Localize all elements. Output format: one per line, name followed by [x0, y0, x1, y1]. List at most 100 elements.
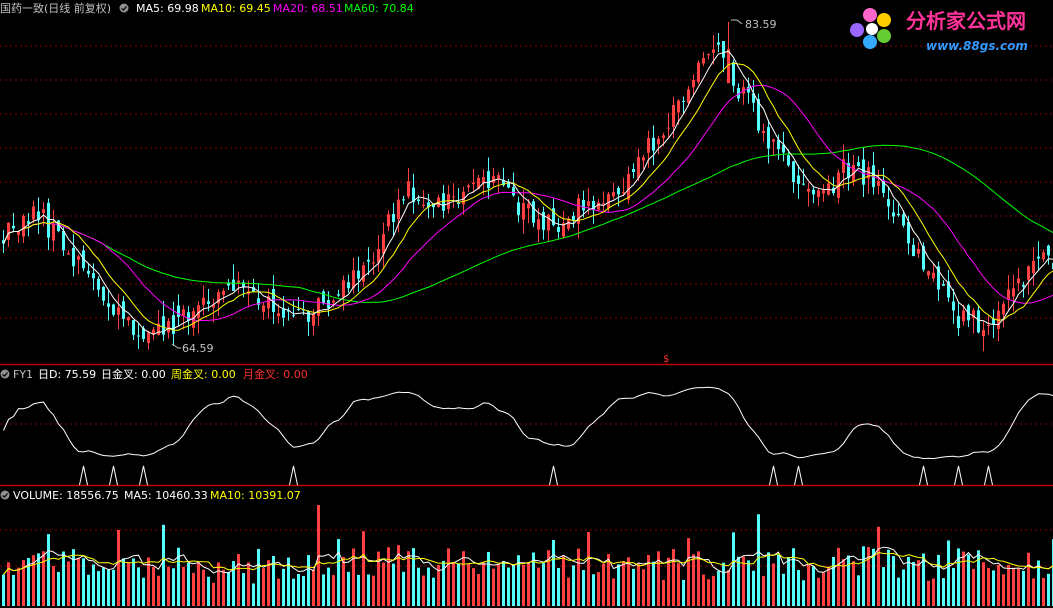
candle-body	[692, 80, 695, 88]
volume-bar	[332, 575, 335, 606]
candle-body	[802, 183, 805, 185]
volume-ma10-line	[3, 551, 1053, 575]
volume-bar	[647, 554, 650, 606]
candle-body	[737, 88, 740, 99]
volume-ma10-label: MA10: 10391.07	[210, 489, 301, 502]
volume-bar	[47, 534, 50, 606]
volume-bar	[267, 560, 270, 606]
volume-bar	[322, 574, 325, 606]
candle-body	[42, 209, 45, 214]
volume-bar	[87, 574, 90, 606]
volume-bar	[932, 578, 935, 606]
candle-body	[162, 316, 165, 335]
volume-bar	[462, 551, 465, 606]
candle-body	[487, 171, 490, 189]
candle-body	[767, 127, 770, 149]
circle-indicator-icon[interactable]	[0, 369, 10, 379]
volume-bar	[177, 547, 180, 606]
candle-body	[432, 204, 435, 208]
volume-bar	[182, 566, 185, 606]
candle-body	[957, 316, 960, 329]
fy1-d-label: 日D: 75.59	[38, 368, 96, 381]
candle-body	[617, 188, 620, 195]
candle-body	[507, 181, 510, 188]
candle-body	[932, 272, 935, 279]
volume-bar	[517, 555, 520, 606]
check-mark	[2, 372, 8, 377]
volume-bar	[587, 531, 590, 606]
candle-body	[807, 188, 810, 192]
candle-body	[212, 304, 215, 308]
candle-body	[242, 282, 245, 287]
candle-body	[77, 256, 80, 260]
volume-bar	[1042, 577, 1045, 606]
volume-bar	[922, 553, 925, 606]
volume-bar	[242, 573, 245, 606]
candle-body	[977, 310, 980, 333]
candle-body	[407, 181, 410, 197]
volume-bar	[437, 564, 440, 606]
candle-body	[527, 203, 530, 209]
volume-bar	[997, 564, 1000, 606]
volume-bar	[557, 567, 560, 606]
volume-bar	[967, 554, 970, 606]
volume-bar	[657, 551, 660, 606]
candle-body	[942, 284, 945, 286]
candle-body	[387, 214, 390, 227]
candle-body	[107, 303, 110, 307]
volume-bar	[167, 566, 170, 606]
circle-indicator-icon[interactable]	[119, 3, 129, 13]
candle-body	[47, 202, 50, 238]
candle-body	[1032, 260, 1035, 274]
volume-bar	[547, 550, 550, 606]
volume-bar	[857, 575, 860, 606]
volume-bar	[472, 568, 475, 606]
circle-indicator-icon[interactable]	[0, 490, 10, 500]
volume-bar	[502, 561, 505, 606]
candle-body	[722, 41, 725, 58]
volume-title: VOLUME: 18556.75	[13, 489, 119, 502]
candle-body	[2, 240, 5, 244]
circle-indicator-icon[interactable]	[119, 3, 129, 13]
volume-bar	[1047, 573, 1050, 606]
volume-bar	[42, 551, 45, 606]
volume-bar	[237, 554, 240, 606]
volume-bar	[407, 551, 410, 606]
volume-bar	[597, 572, 600, 606]
volume-bar	[927, 580, 930, 606]
logo-name: 分析家公式网	[906, 9, 1026, 33]
volume-bar	[937, 554, 940, 606]
candle-body	[862, 159, 865, 185]
candle-body	[637, 157, 640, 179]
volume-bar	[582, 570, 585, 606]
candlestick-series[interactable]	[2, 22, 1053, 352]
volume-bar	[277, 578, 280, 606]
candle-body	[362, 265, 365, 282]
volume-bar	[977, 550, 980, 606]
candle-body	[22, 216, 25, 237]
volume-bar	[687, 538, 690, 606]
high-pointer	[731, 19, 743, 25]
volume-bar	[27, 558, 30, 606]
candle-body	[287, 310, 290, 312]
circle-indicator-icon[interactable]	[0, 369, 10, 379]
candle-body	[947, 281, 950, 298]
volume-bar	[837, 547, 840, 606]
volume-bar	[707, 579, 710, 606]
volume-bar	[962, 551, 965, 606]
candle-body	[137, 335, 140, 337]
candle-body	[577, 198, 580, 224]
circle-indicator-icon[interactable]	[0, 490, 10, 500]
candle-body	[257, 298, 260, 305]
candle-body	[992, 318, 995, 325]
volume-bar	[772, 563, 775, 606]
candle-body	[542, 211, 545, 230]
candle-body	[457, 202, 460, 204]
volume-bar	[192, 572, 195, 606]
candle-body	[502, 180, 505, 186]
ma20-line	[3, 84, 1053, 322]
candle-body	[427, 202, 430, 208]
volume-bar	[727, 569, 730, 606]
candle-body	[1027, 266, 1030, 280]
